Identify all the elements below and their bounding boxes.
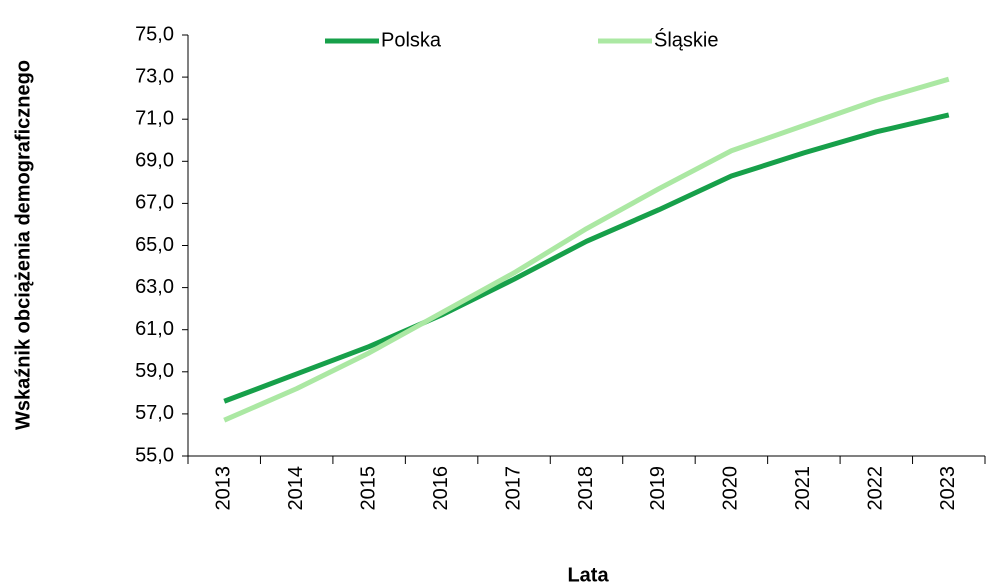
legend-label: Śląskie (654, 27, 718, 51)
y-tick-label: 63,0 (135, 276, 174, 298)
series-line (223, 112, 950, 404)
legend-label: Polska (381, 29, 442, 51)
x-tick-label: 2018 (575, 466, 597, 511)
x-tick-label: 2020 (720, 466, 742, 511)
x-tick-label: 2023 (937, 466, 959, 511)
x-tick-label: 2014 (285, 466, 307, 511)
y-axis-label: Wskaźnik obciążenia demograficznego (12, 60, 34, 430)
y-tick-label: 61,0 (135, 318, 174, 340)
x-tick-label: 2022 (865, 466, 887, 511)
y-tick-label: 73,0 (135, 65, 174, 87)
x-tick-label: 2015 (357, 466, 379, 511)
y-tick-label: 59,0 (135, 360, 174, 382)
x-tick-label: 2017 (502, 466, 524, 511)
y-tick-label: 67,0 (135, 192, 174, 214)
y-tick-label: 75,0 (135, 23, 174, 45)
x-tick-label: 2013 (213, 466, 235, 511)
series-line (223, 76, 950, 423)
y-tick-label: 55,0 (135, 444, 174, 466)
y-tick-label: 69,0 (135, 150, 174, 172)
y-tick-label: 57,0 (135, 402, 174, 424)
x-tick-label: 2016 (430, 466, 452, 511)
y-tick-label: 71,0 (135, 107, 174, 129)
x-tick-label: 2019 (647, 466, 669, 511)
y-tick-label: 65,0 (135, 234, 174, 256)
x-axis-label: Lata (567, 564, 609, 586)
x-tick-label: 2021 (792, 466, 814, 511)
